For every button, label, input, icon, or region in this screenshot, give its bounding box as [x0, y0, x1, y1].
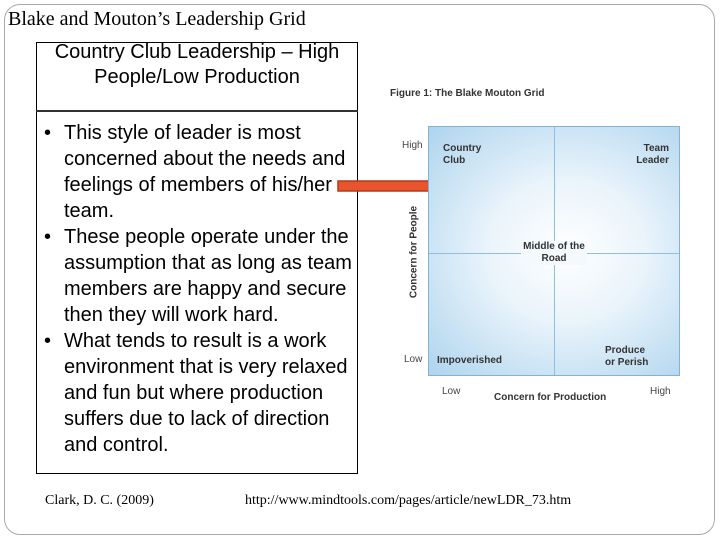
quadrant-country-club: Country Club — [443, 143, 482, 166]
box-title: Country Club Leadership – High People/Lo… — [54, 41, 340, 88]
slide-frame — [4, 4, 715, 535]
grid-plot-area: Country Club Team Leader Middle of the R… — [428, 126, 680, 376]
blake-mouton-grid-figure: Figure 1: The Blake Mouton Grid High Low… — [388, 84, 688, 414]
bullet-icon: • — [44, 122, 52, 144]
quadrant-team-leader: Team Leader — [636, 143, 669, 166]
bullet-text: What tends to result is a work environme… — [64, 330, 348, 456]
x-axis-high-label: High — [650, 386, 671, 397]
y-axis-title: Concern for People — [408, 205, 420, 299]
quadrant-impoverished: Impoverished — [437, 355, 503, 366]
bullet-icon: • — [44, 330, 52, 352]
bullet-item: • These people operate under the assumpti… — [42, 224, 360, 328]
x-axis-low-label: Low — [442, 386, 461, 397]
x-axis-title: Concern for Production — [494, 392, 607, 403]
bullet-text: These people operate under the assumptio… — [64, 226, 352, 326]
y-axis-high-label: High — [402, 140, 423, 151]
bullet-list: • This style of leader is most concerned … — [42, 120, 360, 458]
content-box — [36, 42, 358, 474]
bullet-item: • What tends to result is a work environm… — [42, 328, 360, 458]
y-axis-low-label: Low — [404, 354, 423, 365]
quadrant-produce-or-perish: Produce or Perish — [605, 345, 649, 368]
bullet-item: • This style of leader is most concerned … — [42, 120, 360, 224]
figure-caption: Figure 1: The Blake Mouton Grid — [390, 88, 545, 99]
title-divider — [36, 110, 358, 112]
bullet-icon: • — [44, 226, 52, 248]
bullet-text: This style of leader is most concerned a… — [64, 122, 346, 222]
quadrant-middle-of-the-road: Middle of the Road — [521, 241, 587, 265]
citation-text: Clark, D. C. (2009) — [45, 493, 154, 508]
slide-title: Blake and Mouton’s Leadership Grid — [8, 8, 306, 30]
source-url[interactable]: http://www.mindtools.com/pages/article/n… — [245, 493, 572, 508]
